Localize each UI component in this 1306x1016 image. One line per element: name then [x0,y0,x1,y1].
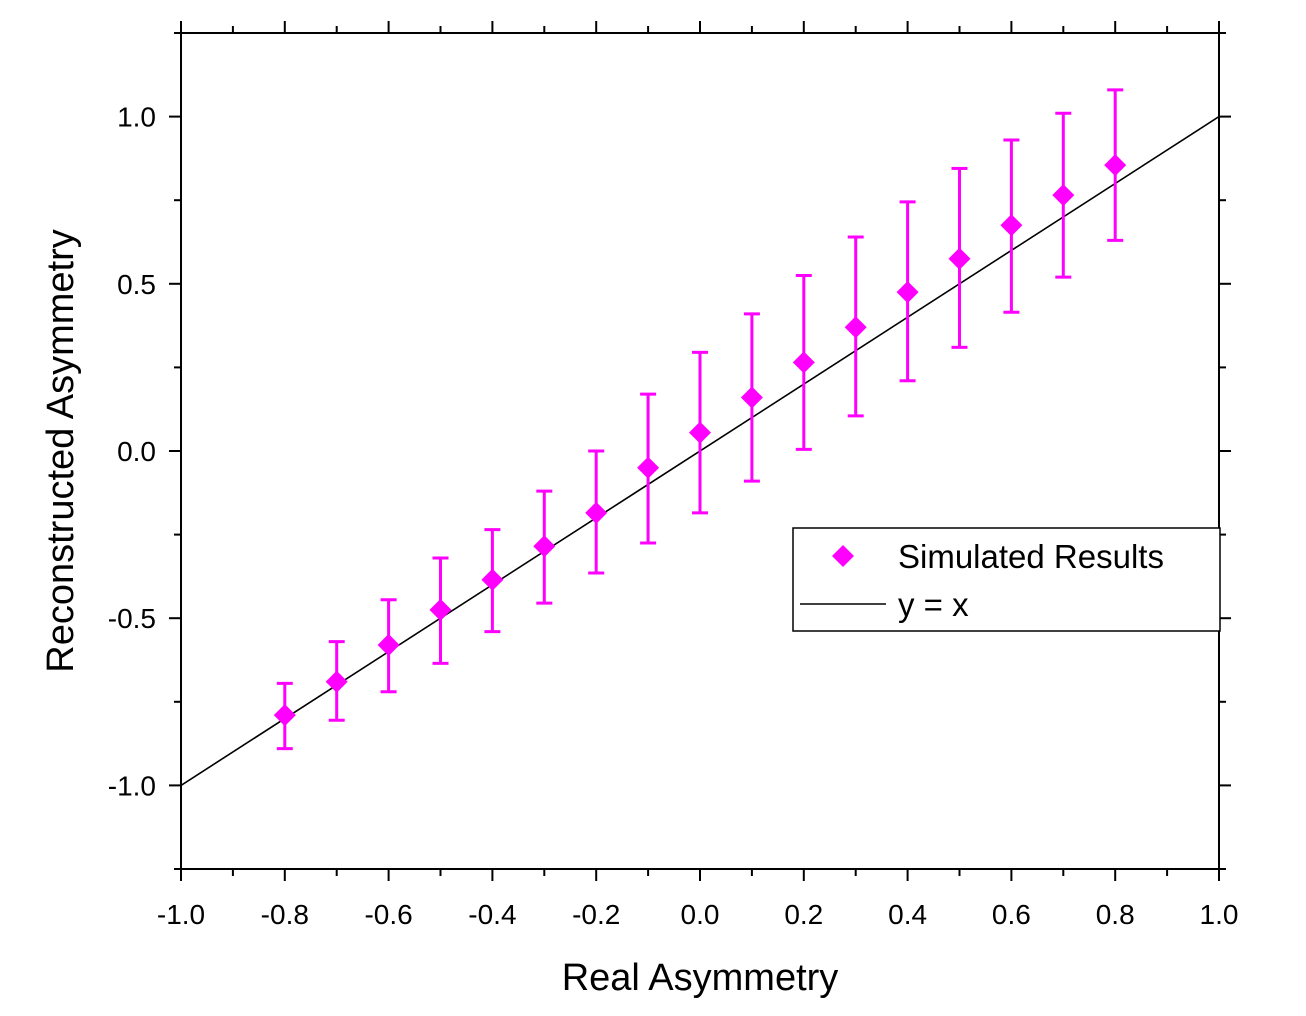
data-point-diamond [377,633,400,656]
plot-area [181,88,1219,787]
legend-box [792,527,1221,632]
data-point-diamond [740,386,763,409]
data-point-diamond [1000,214,1023,237]
data-point-diamond [948,247,971,270]
x-tick-label: 0.2 [784,899,823,930]
y-tick-label: 0.5 [117,269,156,300]
x-tick-label: -0.4 [468,899,516,930]
legend: Simulated Results y = x [792,527,1221,632]
data-point-diamond [1104,154,1127,177]
x-tick-label: 0.8 [1096,899,1135,930]
data-point-diamond [481,568,504,591]
x-tick-label: 0.0 [681,899,720,930]
data-point-diamond [637,456,660,479]
x-tick-label: -0.6 [364,899,412,930]
data-point-diamond [844,316,867,339]
y-tick-label: 1.0 [117,102,156,133]
data-point-diamond [585,501,608,524]
data-point-diamond [792,351,815,374]
x-tick-label: 0.4 [888,899,927,930]
y-tick-label: 0.0 [117,436,156,467]
x-tick-label: -1.0 [157,899,205,930]
y-tick-label: -0.5 [108,603,156,634]
x-tick-label: -0.2 [572,899,620,930]
x-axis-title: Real Asymmetry [562,957,839,999]
legend-label-line: y = x [898,586,969,623]
data-point-diamond [325,670,348,693]
data-point-diamond [273,704,296,727]
data-point-diamond [533,535,556,558]
legend-label-simulated: Simulated Results [898,538,1164,575]
axes: -1.0 -0.8 -0.6 -0.4 -0.2 0.0 0.2 0.4 0.6 0.8 1.0 -1… [108,21,1239,930]
y-axis-title: Reconstructed Asymmetry [40,229,82,672]
data-point-diamond [1052,184,1075,207]
data-point-diamond [689,421,711,444]
data-point-diamond [896,281,919,304]
x-tick-label: 0.6 [992,899,1031,930]
data-point-diamond [429,598,452,621]
y-tick-label: -1.0 [108,770,156,801]
legend-marker-diamond [832,545,854,567]
x-tick-label: 1.0 [1200,899,1239,930]
x-tick-label: -0.8 [261,899,309,930]
